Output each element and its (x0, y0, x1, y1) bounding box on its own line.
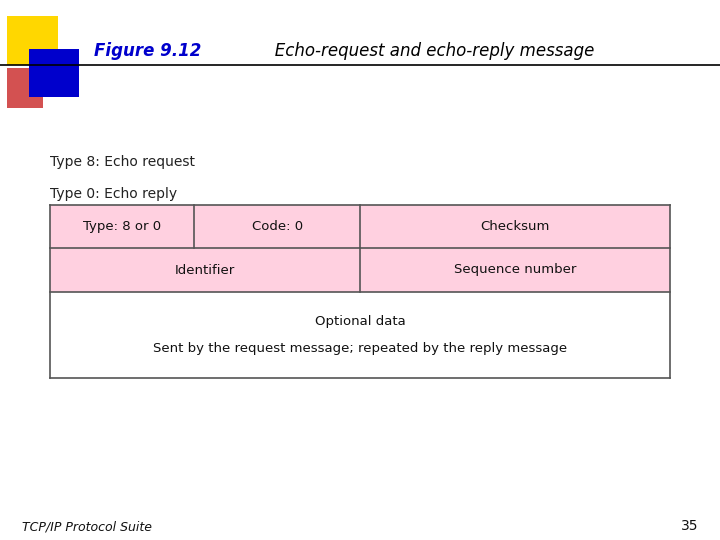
Text: Checksum: Checksum (480, 220, 549, 233)
FancyBboxPatch shape (360, 248, 670, 292)
Text: Sent by the request message; repeated by the reply message: Sent by the request message; repeated by… (153, 342, 567, 355)
Text: Type: 8 or 0: Type: 8 or 0 (84, 220, 161, 233)
Text: Type 0: Echo reply: Type 0: Echo reply (50, 187, 178, 201)
FancyBboxPatch shape (29, 49, 79, 97)
Text: Optional data: Optional data (315, 315, 405, 328)
Text: Type 8: Echo request: Type 8: Echo request (50, 155, 195, 169)
FancyBboxPatch shape (360, 205, 670, 248)
FancyBboxPatch shape (50, 292, 670, 378)
FancyBboxPatch shape (7, 68, 43, 108)
FancyBboxPatch shape (50, 248, 360, 292)
Text: Sequence number: Sequence number (454, 264, 576, 276)
FancyBboxPatch shape (50, 205, 194, 248)
Text: TCP/IP Protocol Suite: TCP/IP Protocol Suite (22, 520, 152, 533)
Text: 35: 35 (681, 519, 698, 534)
Text: Echo-request and echo-reply message: Echo-request and echo-reply message (259, 42, 595, 60)
Text: Figure 9.12: Figure 9.12 (94, 42, 201, 60)
Text: Identifier: Identifier (175, 264, 235, 276)
Text: Code: 0: Code: 0 (251, 220, 303, 233)
FancyBboxPatch shape (7, 16, 58, 65)
FancyBboxPatch shape (194, 205, 360, 248)
